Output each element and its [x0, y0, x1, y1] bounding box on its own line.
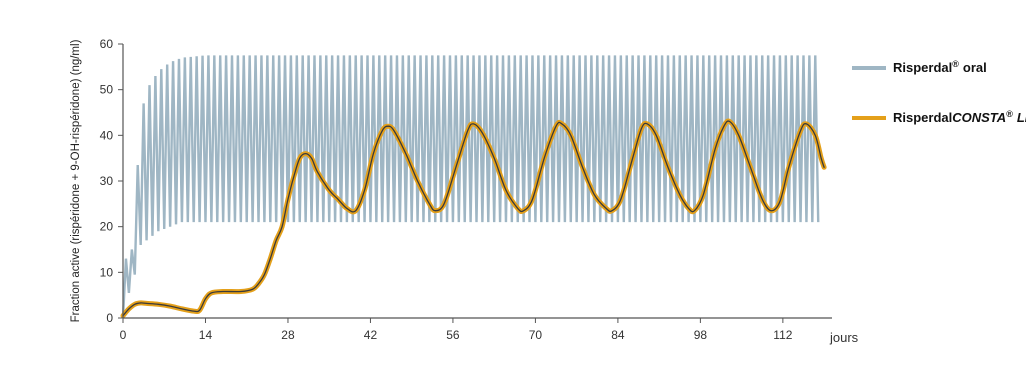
x-tick-label: 42 — [364, 328, 378, 342]
x-tick-label: 14 — [199, 328, 213, 342]
y-tick-label: 30 — [100, 174, 114, 188]
legend-consta-label: RisperdalCONSTA®LP — [893, 109, 1026, 125]
series-oral — [121, 55, 820, 319]
x-tick-label: 84 — [611, 328, 625, 342]
x-tick-label: 56 — [446, 328, 460, 342]
series-consta — [120, 118, 827, 319]
legend-item-oral: Risperdal® oral — [852, 59, 987, 75]
y-axis-label: Fraction active (rispéridone + 9-OH-risp… — [70, 39, 82, 322]
x-tick-label: 70 — [529, 328, 543, 342]
x-tick-label: 112 — [773, 328, 792, 342]
legend-oral-label: Risperdal® oral — [893, 59, 987, 75]
y-tick-label: 20 — [100, 220, 114, 234]
x-tick-label: 28 — [281, 328, 295, 342]
x-tick-label: 98 — [694, 328, 708, 342]
y-tick-label: 10 — [100, 265, 114, 279]
series-oral-line — [121, 55, 820, 319]
y-tick-label: 50 — [100, 83, 114, 97]
x-unit-label: jours — [829, 330, 859, 345]
y-tick-label: 60 — [100, 37, 114, 51]
y-tick-label: 0 — [106, 311, 113, 325]
x-ticks: 0 14 28 42 56 70 84 98 112 — [120, 318, 793, 342]
y-ticks: 0 10 20 30 40 50 60 — [100, 37, 123, 325]
series-consta-core-line — [122, 120, 825, 317]
x-tick-label: 0 — [120, 328, 127, 342]
legend-item-consta: RisperdalCONSTA®LP — [852, 109, 1026, 125]
y-tick-label: 40 — [100, 128, 114, 142]
legend: Risperdal®oral RisperdalCONSTA®LP — [852, 59, 1026, 125]
